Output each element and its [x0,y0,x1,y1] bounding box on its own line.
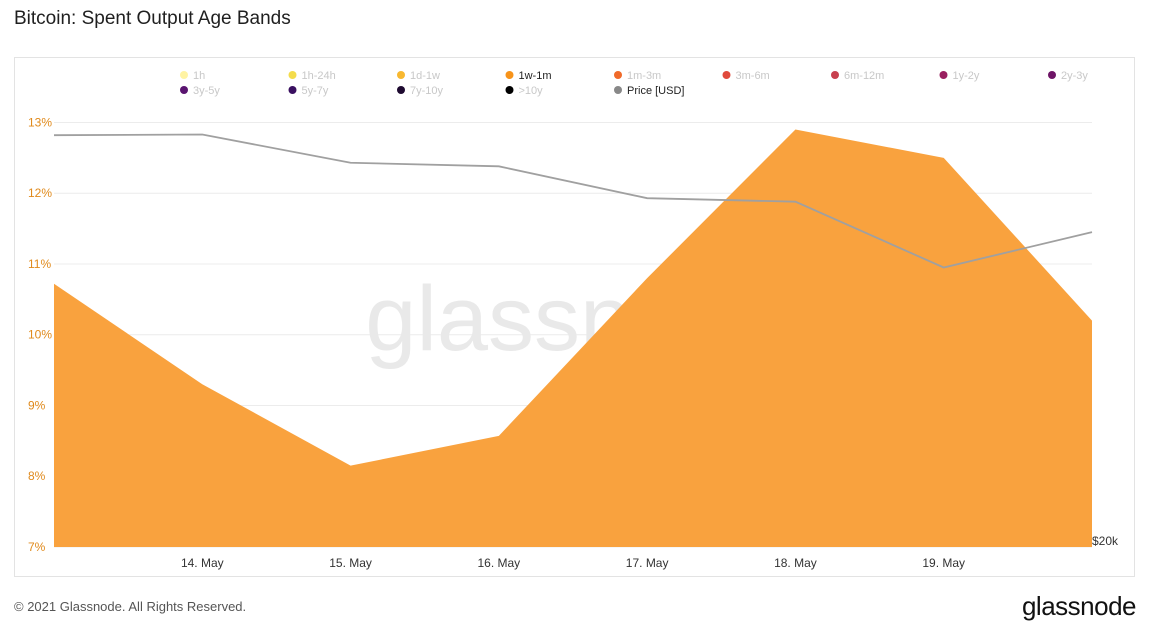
legend-label: 1h-24h [302,70,336,82]
legend-item[interactable]: 2y-3y [1048,70,1088,82]
legend-item[interactable]: 1y-2y [939,70,980,82]
legend-item[interactable]: 1h [180,70,205,82]
legend-marker [180,86,188,94]
legend-marker [397,71,405,79]
legend-item[interactable]: 6m-12m [831,70,884,82]
x-tick-label: 14. May [181,556,224,570]
x-tick-label: 18. May [774,556,817,570]
legend-item[interactable]: >10y [505,85,544,97]
price-line[interactable] [53,133,1093,269]
y-tick-label: 11% [28,257,51,271]
legend-label: 3y-5y [193,85,220,97]
y-tick-label: 12% [28,186,52,200]
legend-item[interactable]: 1h-24h [288,70,336,82]
y-tick-label: 7% [28,540,46,554]
legend-marker [288,86,297,94]
legend-item[interactable]: 1m-3m [614,70,661,82]
area-series [54,129,1092,547]
x-axis: 14. May 15. May 16. May 17. May 18. May 19. M… [181,556,965,570]
legend-marker [505,71,514,79]
legend: 1h 1h-24h 1d-1w 1w-1m 1m-3m 3m-6m 6m-12m 1y-2y 2… [180,70,1088,97]
legend-label: 1h [193,70,205,82]
legend-marker [614,86,622,94]
x-tick-label: 15. May [329,556,372,570]
brand-logo[interactable]: glassnode [1021,591,1137,621]
y-tick-label: 8% [28,469,46,483]
x-tick-label: 16. May [478,556,521,570]
legend-label: 6m-12m [844,70,884,82]
legend-marker [722,71,731,79]
chart-title: Bitcoin: Spent Output Age Bands [14,8,291,29]
legend-marker [831,71,839,79]
legend-label: >10y [519,85,544,97]
legend-item[interactable]: 7y-10y [397,85,444,97]
right-axis-label: $20k [1092,534,1119,548]
legend-label: 5y-7y [302,85,329,97]
legend-marker [614,71,622,79]
legend-marker [397,86,405,94]
x-tick-label: 17. May [626,556,669,570]
legend-item[interactable]: 1w-1m [505,70,552,82]
copyright-footer: © 2021 Glassnode. All Rights Reserved. [14,599,247,614]
y-tick-label: 10% [28,328,52,342]
legend-item[interactable]: 5y-7y [288,85,329,97]
legend-label: 7y-10y [410,85,444,97]
legend-item[interactable]: 3m-6m [722,70,770,82]
x-tick-label: 19. May [922,556,965,570]
y-tick-label: 9% [28,398,46,412]
legend-label: Price [USD] [627,85,684,97]
legend-label: 3m-6m [736,70,770,82]
legend-marker [1048,71,1056,79]
legend-label: 1d-1w [410,70,440,82]
legend-item[interactable]: 1d-1w [397,70,440,82]
price-series [53,133,1093,269]
legend-marker [180,71,188,79]
legend-marker [939,71,948,79]
legend-label: 1m-3m [627,70,661,82]
legend-item[interactable]: 3y-5y [180,85,220,97]
legend-marker [288,71,297,79]
legend-label: 1y-2y [953,70,980,82]
legend-item[interactable]: Price [USD] [614,85,684,97]
y-axis: 7% 8% 9% 10% 11% 12% 13% [28,115,52,554]
legend-label: 2y-3y [1061,70,1088,82]
legend-marker [505,86,514,94]
y-tick-label: 13% [28,115,52,129]
legend-label: 1w-1m [519,70,552,82]
area-1w-1m[interactable] [54,129,1092,547]
